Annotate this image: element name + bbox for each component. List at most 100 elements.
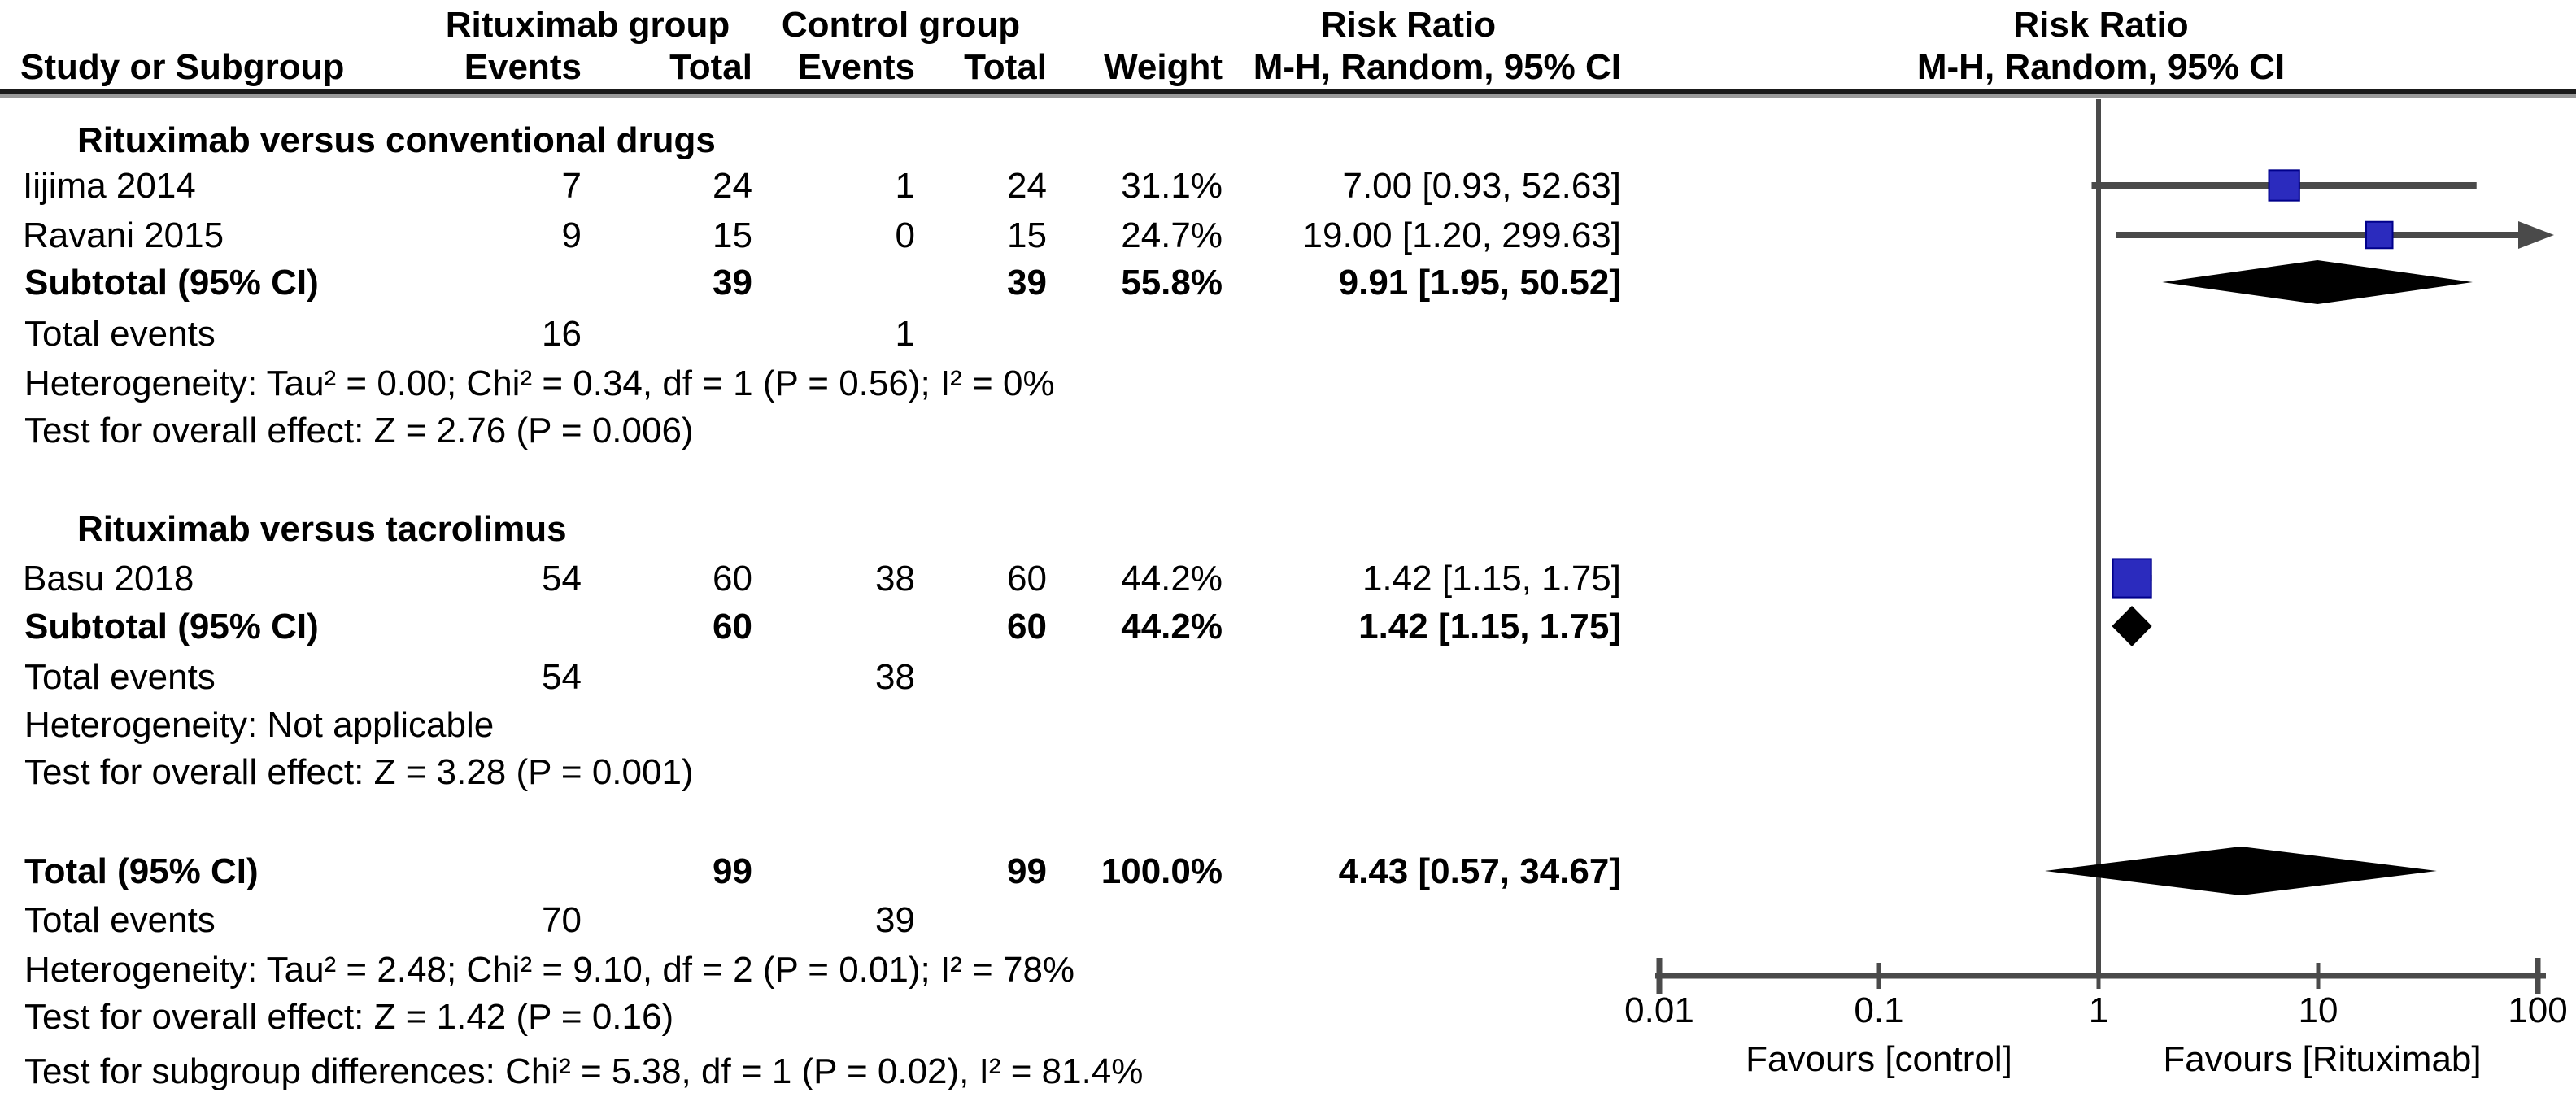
total-control: 60: [1007, 559, 1047, 599]
col-total-control: Total: [964, 47, 1047, 87]
subgroup2-overall-effect-row: Test for overall effect: Z = 3.28 (P = 0…: [0, 749, 2576, 796]
weight: 31.1%: [1121, 166, 1223, 206]
total-risk-ratio-ci: 4.43 [0.57, 34.67]: [1338, 851, 1621, 891]
overall-effect-text: Test for overall effect: Z = 2.76 (P = 0…: [24, 411, 694, 451]
axis-tick-10: 10: [2298, 990, 2338, 1030]
subtotal-total-rituximab: 60: [713, 607, 752, 646]
subgroup2-title-row: Rituximab versus tacrolimus: [0, 506, 2576, 553]
subtotal-label: Subtotal (95% CI): [24, 263, 319, 303]
subgroup-differences-text: Test for subgroup differences: Chi² = 5.…: [24, 1051, 1144, 1091]
study-name: Basu 2018: [23, 559, 194, 599]
events-rituximab: 7: [561, 166, 582, 206]
total-weight: 100.0%: [1101, 851, 1223, 891]
total-events-control: 38: [875, 657, 915, 697]
axis-tick-100: 100: [2508, 990, 2568, 1030]
total-events-rituximab: 54: [542, 657, 582, 697]
total-events-rituximab: 70: [542, 900, 582, 940]
column-header-row: Study or Subgroup Events Total Events To…: [0, 44, 2576, 91]
heterogeneity-text: Heterogeneity: Tau² = 0.00; Chi² = 0.34,…: [24, 363, 1055, 403]
study-name: Iijima 2014: [23, 166, 196, 206]
subgroup1-subtotal-row: Subtotal (95% CI) 39 39 55.8% 9.91 [1.95…: [0, 259, 2576, 307]
header-divider-light: [0, 94, 2576, 98]
subgroup1-heterogeneity-row: Heterogeneity: Tau² = 0.00; Chi² = 0.34,…: [0, 360, 2576, 407]
heterogeneity-text: Heterogeneity: Not applicable: [24, 705, 495, 745]
risk-ratio-text-header: Risk Ratio: [1320, 5, 1497, 45]
effect-square: [2112, 558, 2152, 599]
subtotal-risk-ratio-ci: 9.91 [1.95, 50.52]: [1338, 263, 1621, 303]
total-events-label: Total events: [24, 900, 216, 940]
pooled-diamond: [2162, 260, 2473, 304]
favours-control-label: Favours [control]: [1746, 1039, 2012, 1079]
ci-arrow: [2518, 221, 2554, 249]
subgroup-differences-row: Test for subgroup differences: Chi² = 5.…: [0, 1048, 2576, 1095]
pooled-diamond: [2112, 606, 2152, 646]
study-name: Ravani 2015: [23, 215, 224, 255]
events-control: 1: [895, 166, 915, 206]
overall-effect-text: Test for overall effect: Z = 1.42 (P = 0…: [24, 997, 674, 1037]
risk-ratio-ci: 19.00 [1.20, 299.63]: [1302, 215, 1621, 255]
subgroup2-total-events-row: Total events 54 38: [0, 654, 2576, 701]
total-overall-effect-row: Test for overall effect: Z = 1.42 (P = 0…: [0, 994, 2576, 1041]
total-events-label: Total events: [24, 314, 216, 354]
effect-square: [2365, 220, 2394, 250]
subgroup1-title-row: Rituximab versus conventional drugs: [0, 117, 2576, 164]
total-events-control: 1: [895, 314, 915, 354]
overall-effect-text: Test for overall effect: Z = 3.28 (P = 0…: [24, 752, 694, 792]
col-rr-method-plot: M-H, Random, 95% CI: [1916, 47, 2286, 87]
study-row-basu-2018: Basu 2018 54 60 38 60 44.2% 1.42 [1.15, …: [0, 555, 2576, 603]
events-control: 0: [895, 215, 915, 255]
col-study-or-subgroup: Study or Subgroup: [20, 47, 345, 87]
total-events-rituximab: 16: [542, 314, 582, 354]
col-total-rituximab: Total: [669, 47, 752, 87]
control-group-header: Control group: [781, 5, 1021, 45]
total-control: 15: [1007, 215, 1047, 255]
risk-ratio-plot-header: Risk Ratio: [2013, 5, 2189, 45]
weight: 24.7%: [1121, 215, 1223, 255]
subgroup1-total-events-row: Total events 16 1: [0, 311, 2576, 358]
col-events-rituximab: Events: [464, 47, 582, 87]
col-weight: Weight: [1104, 47, 1223, 87]
total-control: 24: [1007, 166, 1047, 206]
pooled-diamond: [2045, 847, 2437, 895]
study-row-iijima-2014: Iijima 2014 7 24 1 24 31.1% 7.00 [0.93, …: [0, 163, 2576, 210]
risk-ratio-ci: 7.00 [0.93, 52.63]: [1342, 166, 1621, 206]
axis-tick-1: 1: [2088, 990, 2109, 1030]
grand-total-control: 99: [1007, 851, 1047, 891]
col-events-control: Events: [797, 47, 915, 87]
heterogeneity-text: Heterogeneity: Tau² = 2.48; Chi² = 9.10,…: [24, 950, 1075, 990]
events-rituximab: 9: [561, 215, 582, 255]
subtotal-weight: 55.8%: [1121, 263, 1223, 303]
total-row: Total (95% CI) 99 99 100.0% 4.43 [0.57, …: [0, 848, 2576, 895]
events-rituximab: 54: [542, 559, 582, 599]
subgroup1-title: Rituximab versus conventional drugs: [77, 120, 716, 160]
study-row-ravani-2015: Ravani 2015 9 15 0 15 24.7% 19.00 [1.20,…: [0, 212, 2576, 259]
total-events-row: Total events 70 39: [0, 897, 2576, 944]
favours-rituximab-label: Favours [Rituximab]: [2163, 1039, 2482, 1079]
weight: 44.2%: [1121, 559, 1223, 599]
group-header-row: Rituximab group Control group Risk Ratio…: [0, 2, 2576, 49]
axis-tick-0.01: 0.01: [1624, 990, 1694, 1030]
risk-ratio-ci: 1.42 [1.15, 1.75]: [1362, 559, 1621, 599]
subgroup2-title: Rituximab versus tacrolimus: [77, 509, 567, 549]
effect-square: [2268, 169, 2300, 202]
subgroup2-heterogeneity-row: Heterogeneity: Not applicable: [0, 702, 2576, 749]
total-rituximab: 24: [713, 166, 752, 206]
subtotal-risk-ratio-ci: 1.42 [1.15, 1.75]: [1358, 607, 1621, 646]
header-divider-dark: [0, 89, 2576, 94]
total-rituximab: 15: [713, 215, 752, 255]
subgroup1-overall-effect-row: Test for overall effect: Z = 2.76 (P = 0…: [0, 407, 2576, 455]
subgroup2-subtotal-row: Subtotal (95% CI) 60 60 44.2% 1.42 [1.15…: [0, 603, 2576, 651]
events-control: 38: [875, 559, 915, 599]
total-rituximab: 60: [713, 559, 752, 599]
axis-tick-0.1: 0.1: [1854, 990, 1904, 1030]
subtotal-total-rituximab: 39: [713, 263, 752, 303]
subtotal-weight: 44.2%: [1121, 607, 1223, 646]
rituximab-group-header: Rituximab group: [445, 5, 730, 45]
total-events-control: 39: [875, 900, 915, 940]
subtotal-total-control: 39: [1007, 263, 1047, 303]
total-heterogeneity-row: Heterogeneity: Tau² = 2.48; Chi² = 9.10,…: [0, 947, 2576, 994]
subtotal-label: Subtotal (95% CI): [24, 607, 319, 646]
total-events-label: Total events: [24, 657, 216, 697]
